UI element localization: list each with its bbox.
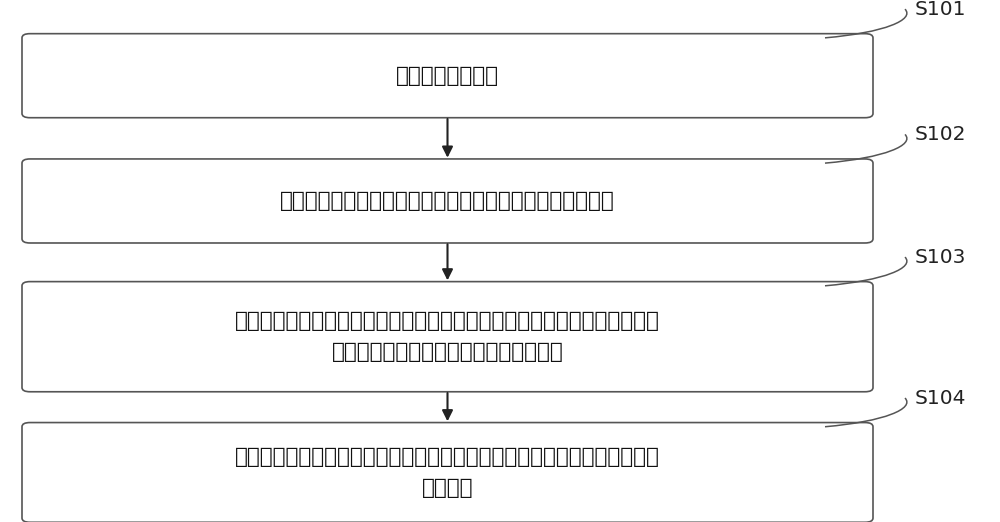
Text: 将压迫该定位的面神经的血管和该面神经进行三维立体呈现: 将压迫该定位的面神经的血管和该面神经进行三维立体呈现: [280, 191, 615, 211]
FancyBboxPatch shape: [22, 282, 873, 392]
Text: S103: S103: [914, 247, 966, 267]
FancyBboxPatch shape: [22, 33, 873, 118]
Text: S102: S102: [914, 125, 966, 144]
FancyBboxPatch shape: [22, 423, 873, 522]
Text: 根据该植入该定位的面神经的血管和该面神经的治疗制剂，形成该面神经的
保护薄膜: 根据该植入该定位的面神经的血管和该面神经的治疗制剂，形成该面神经的 保护薄膜: [235, 447, 660, 498]
Text: S104: S104: [914, 388, 966, 408]
FancyBboxPatch shape: [22, 159, 873, 243]
Text: 对面神经进行定位: 对面神经进行定位: [396, 66, 499, 86]
Text: S101: S101: [914, 0, 966, 19]
Text: 根据该经三维立体呈现的压迫该定位的面神经的血管和该面神经，将治疗制
剂植入该定位的面神经的血管和该面神经: 根据该经三维立体呈现的压迫该定位的面神经的血管和该面神经，将治疗制 剂植入该定位…: [235, 311, 660, 362]
